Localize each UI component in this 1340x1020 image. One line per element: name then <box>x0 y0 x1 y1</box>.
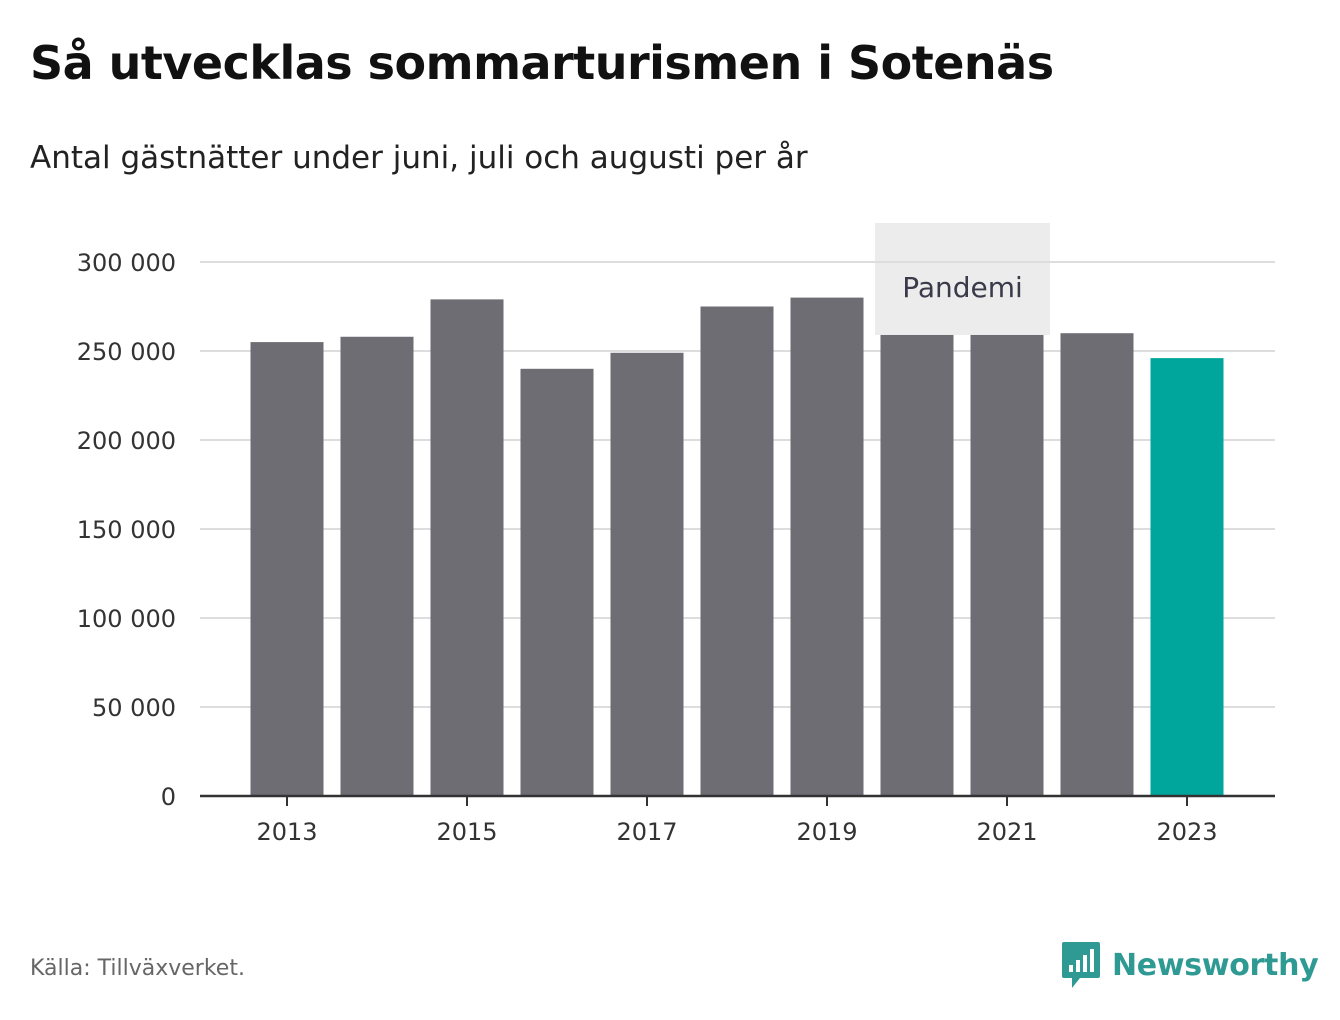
bar-2023 <box>1150 358 1224 796</box>
axes: 0 50 000 100 000 150 000 200 000 250 000 300 0… <box>77 249 1275 846</box>
bars <box>250 297 1224 796</box>
x-tick-label: 2021 <box>976 818 1037 846</box>
bar-2019 <box>790 297 864 796</box>
y-tick-label: 300 000 <box>77 249 176 277</box>
bar-chart: Pandemi 0 50 000 100 000 150 000 200 000 250 … <box>77 223 1275 846</box>
bar-2013 <box>250 342 324 796</box>
bar-2022 <box>1060 333 1134 796</box>
y-tick-label: 200 000 <box>77 427 176 455</box>
annotation-label: Pandemi <box>902 271 1023 304</box>
source-note: Källa: Tillväxverket. <box>30 956 245 981</box>
y-tick-label: 100 000 <box>77 605 176 633</box>
bar-2014 <box>340 336 414 796</box>
x-tick-label: 2013 <box>256 818 317 846</box>
annotation-layer: Pandemi <box>875 223 1050 335</box>
brand-name: Newsworthy <box>1112 947 1319 983</box>
bar-2018 <box>700 306 774 796</box>
y-tick-label: 50 000 <box>92 694 176 722</box>
bar-2016 <box>520 368 594 796</box>
y-tick-label: 0 <box>161 783 176 811</box>
x-tick-label: 2019 <box>796 818 857 846</box>
bar-2020 <box>880 334 954 796</box>
x-tick-label: 2017 <box>616 818 677 846</box>
bar-2015 <box>430 299 504 796</box>
x-tick-label: 2015 <box>436 818 497 846</box>
bar-2021 <box>970 334 1044 796</box>
chart-subtitle: Antal gästnätter under juni, juli och au… <box>30 140 808 176</box>
y-tick-label: 250 000 <box>77 338 176 366</box>
brand-logo: Newsworthy <box>1060 940 1319 990</box>
bar-2017 <box>610 352 684 796</box>
chart-title: Så utvecklas sommarturismen i Sotenäs <box>30 36 1054 90</box>
y-tick-label: 150 000 <box>77 516 176 544</box>
x-tick-label: 2023 <box>1156 818 1217 846</box>
newsworthy-logo-icon <box>1062 942 1100 988</box>
annotation-band-0 <box>875 223 1050 335</box>
